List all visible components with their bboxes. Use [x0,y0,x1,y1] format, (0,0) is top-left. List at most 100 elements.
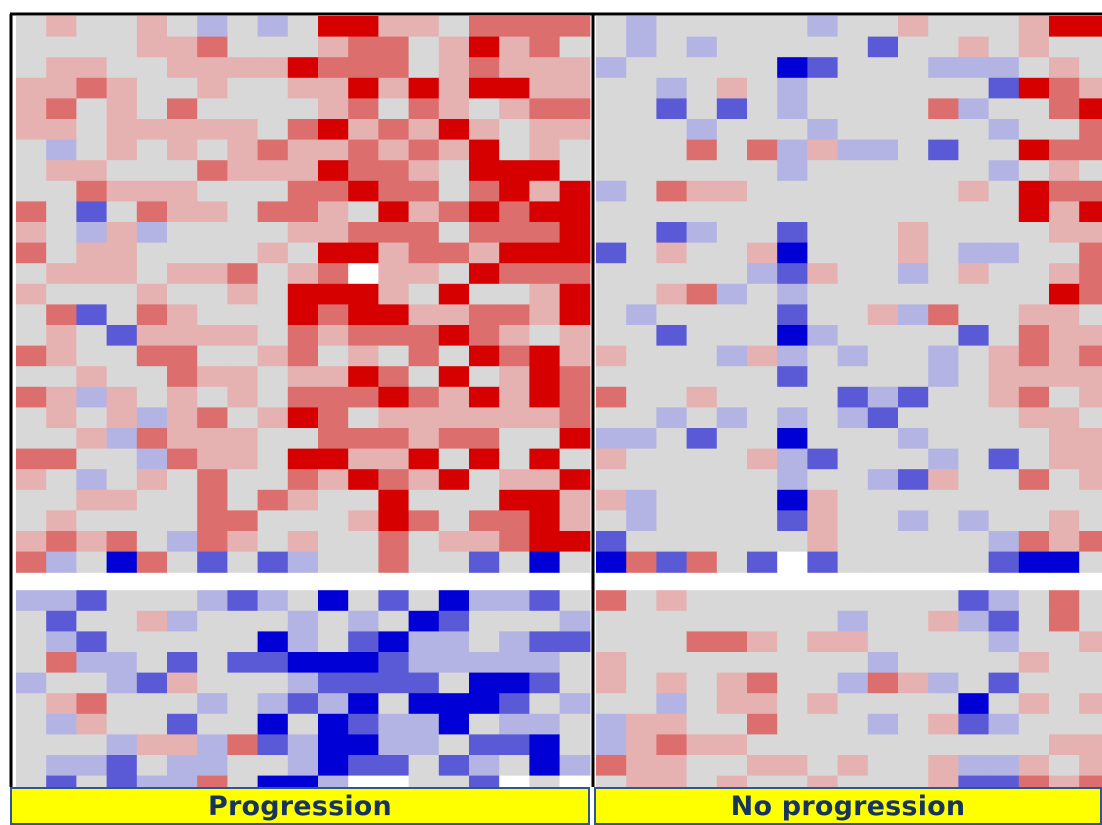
heatmap-cell [136,325,168,347]
heatmap-cell [686,652,718,674]
heatmap-cell [76,652,108,674]
heatmap-cell [626,631,657,653]
heatmap-cell [197,139,228,161]
heatmap-cell [318,775,349,787]
heatmap-cell [167,139,198,161]
heatmap-cell [136,201,168,223]
heatmap-cell [197,201,228,223]
heatmap-cell [928,551,959,573]
heatmap-cell [438,713,470,735]
heatmap-cell [16,139,47,161]
heatmap-cell [106,77,138,99]
heatmap-cell [898,119,929,141]
heatmap-cell [559,283,591,305]
heatmap-cell [348,201,379,223]
heatmap-cell [1049,428,1080,450]
heatmap-cell [988,652,1020,674]
heatmap-cell [898,16,929,38]
heatmap-cell [1079,242,1102,264]
heatmap-cell [378,489,410,511]
heatmap-cell [837,590,869,612]
heatmap-cell [777,386,808,408]
heatmap-cell [1049,672,1080,694]
heatmap-cell [46,590,77,612]
heatmap-cell [529,551,561,573]
heatmap-cell [106,610,138,632]
heatmap-cell [958,345,990,367]
heatmap-cell [747,448,778,470]
heatmap-cell [747,283,778,305]
heatmap-cell [686,366,718,388]
heatmap-cell [257,283,289,305]
heatmap-cell [1018,775,1050,787]
heatmap-cell [559,672,591,694]
heatmap-cell [928,610,959,632]
heatmap-cell [988,386,1020,408]
heatmap-cell [106,325,138,347]
heatmap-cell [499,610,530,632]
heatmap-cell [958,366,990,388]
heatmap-cell [988,551,1020,573]
heatmap-cell [777,510,808,532]
heatmap-cell [656,428,688,450]
heatmap-cell [197,734,228,756]
heatmap-cell [287,77,319,99]
heatmap-cell [438,160,470,182]
heatmap-cell [898,489,929,511]
heatmap-cell [167,57,198,79]
heatmap-cell [408,693,440,715]
heatmap-cell [197,366,228,388]
heatmap-cell [227,345,259,367]
heatmap-cell [287,98,319,120]
heatmap-cell [408,407,440,429]
heatmap-cell [747,652,778,674]
heatmap-cell [318,16,349,38]
heatmap-cell [46,734,77,756]
heatmap-cell [958,489,990,511]
heatmap-cell [318,283,349,305]
heatmap-cell [958,448,990,470]
heatmap-cell [106,672,138,694]
heatmap-cell [257,734,289,756]
heatmap-cell [227,510,259,532]
heatmap-cell [928,510,959,532]
heatmap-cell [348,652,379,674]
heatmap-cell [867,428,899,450]
heatmap-cell [898,755,929,777]
heatmap-cell [167,531,198,553]
heatmap-cell [596,469,627,491]
heatmap-cell [318,119,349,141]
heatmap-cell [867,713,899,735]
heatmap-cell [378,242,410,264]
heatmap-cell [227,180,259,202]
heatmap-cell [197,672,228,694]
heatmap-cell [596,590,627,612]
heatmap-cell [167,325,198,347]
heatmap-cell [626,510,657,532]
heatmap-cell [867,77,899,99]
heatmap-cell [686,510,718,532]
heatmap-cell [747,304,778,326]
heatmap-cell [287,345,319,367]
heatmap-cell [898,304,929,326]
heatmap-cell [867,734,899,756]
heatmap-cell [626,693,657,715]
heatmap-cell [348,366,379,388]
heatmap-cell [1049,119,1080,141]
heatmap-cell [747,366,778,388]
heatmap-cell [499,428,530,450]
heatmap-cell [136,345,168,367]
heatmap-cell [958,610,990,632]
heatmap-cell [46,242,77,264]
heatmap-cell [958,77,990,99]
heatmap-cell [656,119,688,141]
heatmap-cell [469,713,500,735]
heatmap-cell [227,242,259,264]
heatmap-cell [837,734,869,756]
heatmap-cell [1049,448,1080,470]
heatmap-cell [469,510,500,532]
heatmap-cell [16,610,47,632]
heatmap-cell [318,590,349,612]
heatmap-cell [438,469,470,491]
heatmap-cell [197,531,228,553]
